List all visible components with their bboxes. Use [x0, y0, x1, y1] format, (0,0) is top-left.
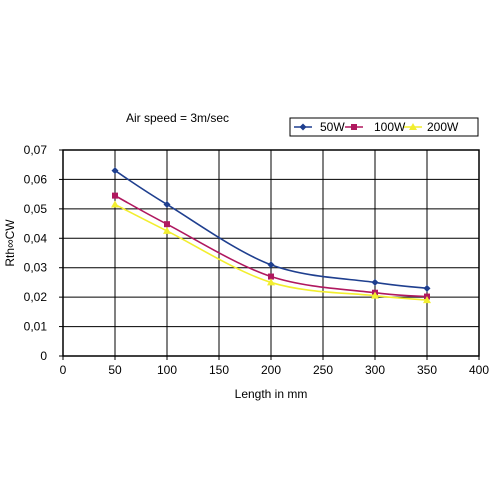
x-axis-ticks: 0 50 100 150 200 250 300 350 400 [60, 356, 489, 377]
data-point [163, 226, 171, 234]
x-tick-label: 400 [469, 363, 489, 377]
x-tick-label: 100 [157, 363, 177, 377]
y-tick-label: 0,01 [24, 320, 48, 334]
series-50w [111, 167, 431, 292]
data-point [267, 261, 275, 269]
legend-box [289, 117, 479, 137]
data-point [423, 296, 431, 304]
data-point [371, 278, 379, 286]
legend-label: 200W [427, 120, 459, 134]
data-point [111, 167, 119, 175]
data-point [163, 200, 171, 208]
y-tick-label: 0,03 [24, 261, 48, 275]
data-point [423, 284, 431, 292]
y-tick-label: 0,02 [24, 290, 48, 304]
data-point [111, 200, 119, 208]
legend-label: 100W [374, 120, 406, 134]
legend-marker [409, 123, 417, 130]
data-point [112, 192, 118, 199]
legend-label: 50W [320, 120, 345, 134]
data-point [268, 273, 274, 280]
x-tick-label: 0 [60, 363, 67, 377]
legend-marker [299, 123, 307, 131]
chart-annotation: Air speed = 3m/sec [126, 111, 229, 125]
legend-item-100w: 100W [345, 120, 406, 134]
series-200w [111, 200, 431, 304]
x-tick-label: 50 [108, 363, 122, 377]
data-point [267, 278, 275, 286]
data-point [164, 221, 170, 228]
y-axis-label: Rth∞CW [3, 219, 17, 267]
x-axis-label: Length in mm [235, 387, 308, 401]
x-tick-label: 250 [313, 363, 333, 377]
y-tick-label: 0,07 [24, 143, 48, 157]
legend-marker [351, 124, 357, 130]
x-tick-label: 150 [209, 363, 229, 377]
x-tick-label: 300 [365, 363, 385, 377]
legend-item-50w: 50W [294, 120, 345, 134]
x-tick-label: 350 [417, 363, 437, 377]
legend-item-200w: 200W [404, 120, 459, 134]
x-tick-label: 200 [261, 363, 281, 377]
y-tick-label: 0 [40, 349, 47, 363]
y-tick-label: 0,06 [24, 172, 48, 186]
legend: 50W 100W 200W [289, 117, 479, 137]
data-point [371, 291, 379, 299]
y-tick-label: 0,05 [24, 202, 48, 216]
y-tick-label: 0,04 [24, 231, 48, 245]
series-layer [111, 167, 431, 304]
y-axis-ticks: 0 0,01 0,02 0,03 0,04 0,05 0,06 0,07 [24, 143, 63, 363]
